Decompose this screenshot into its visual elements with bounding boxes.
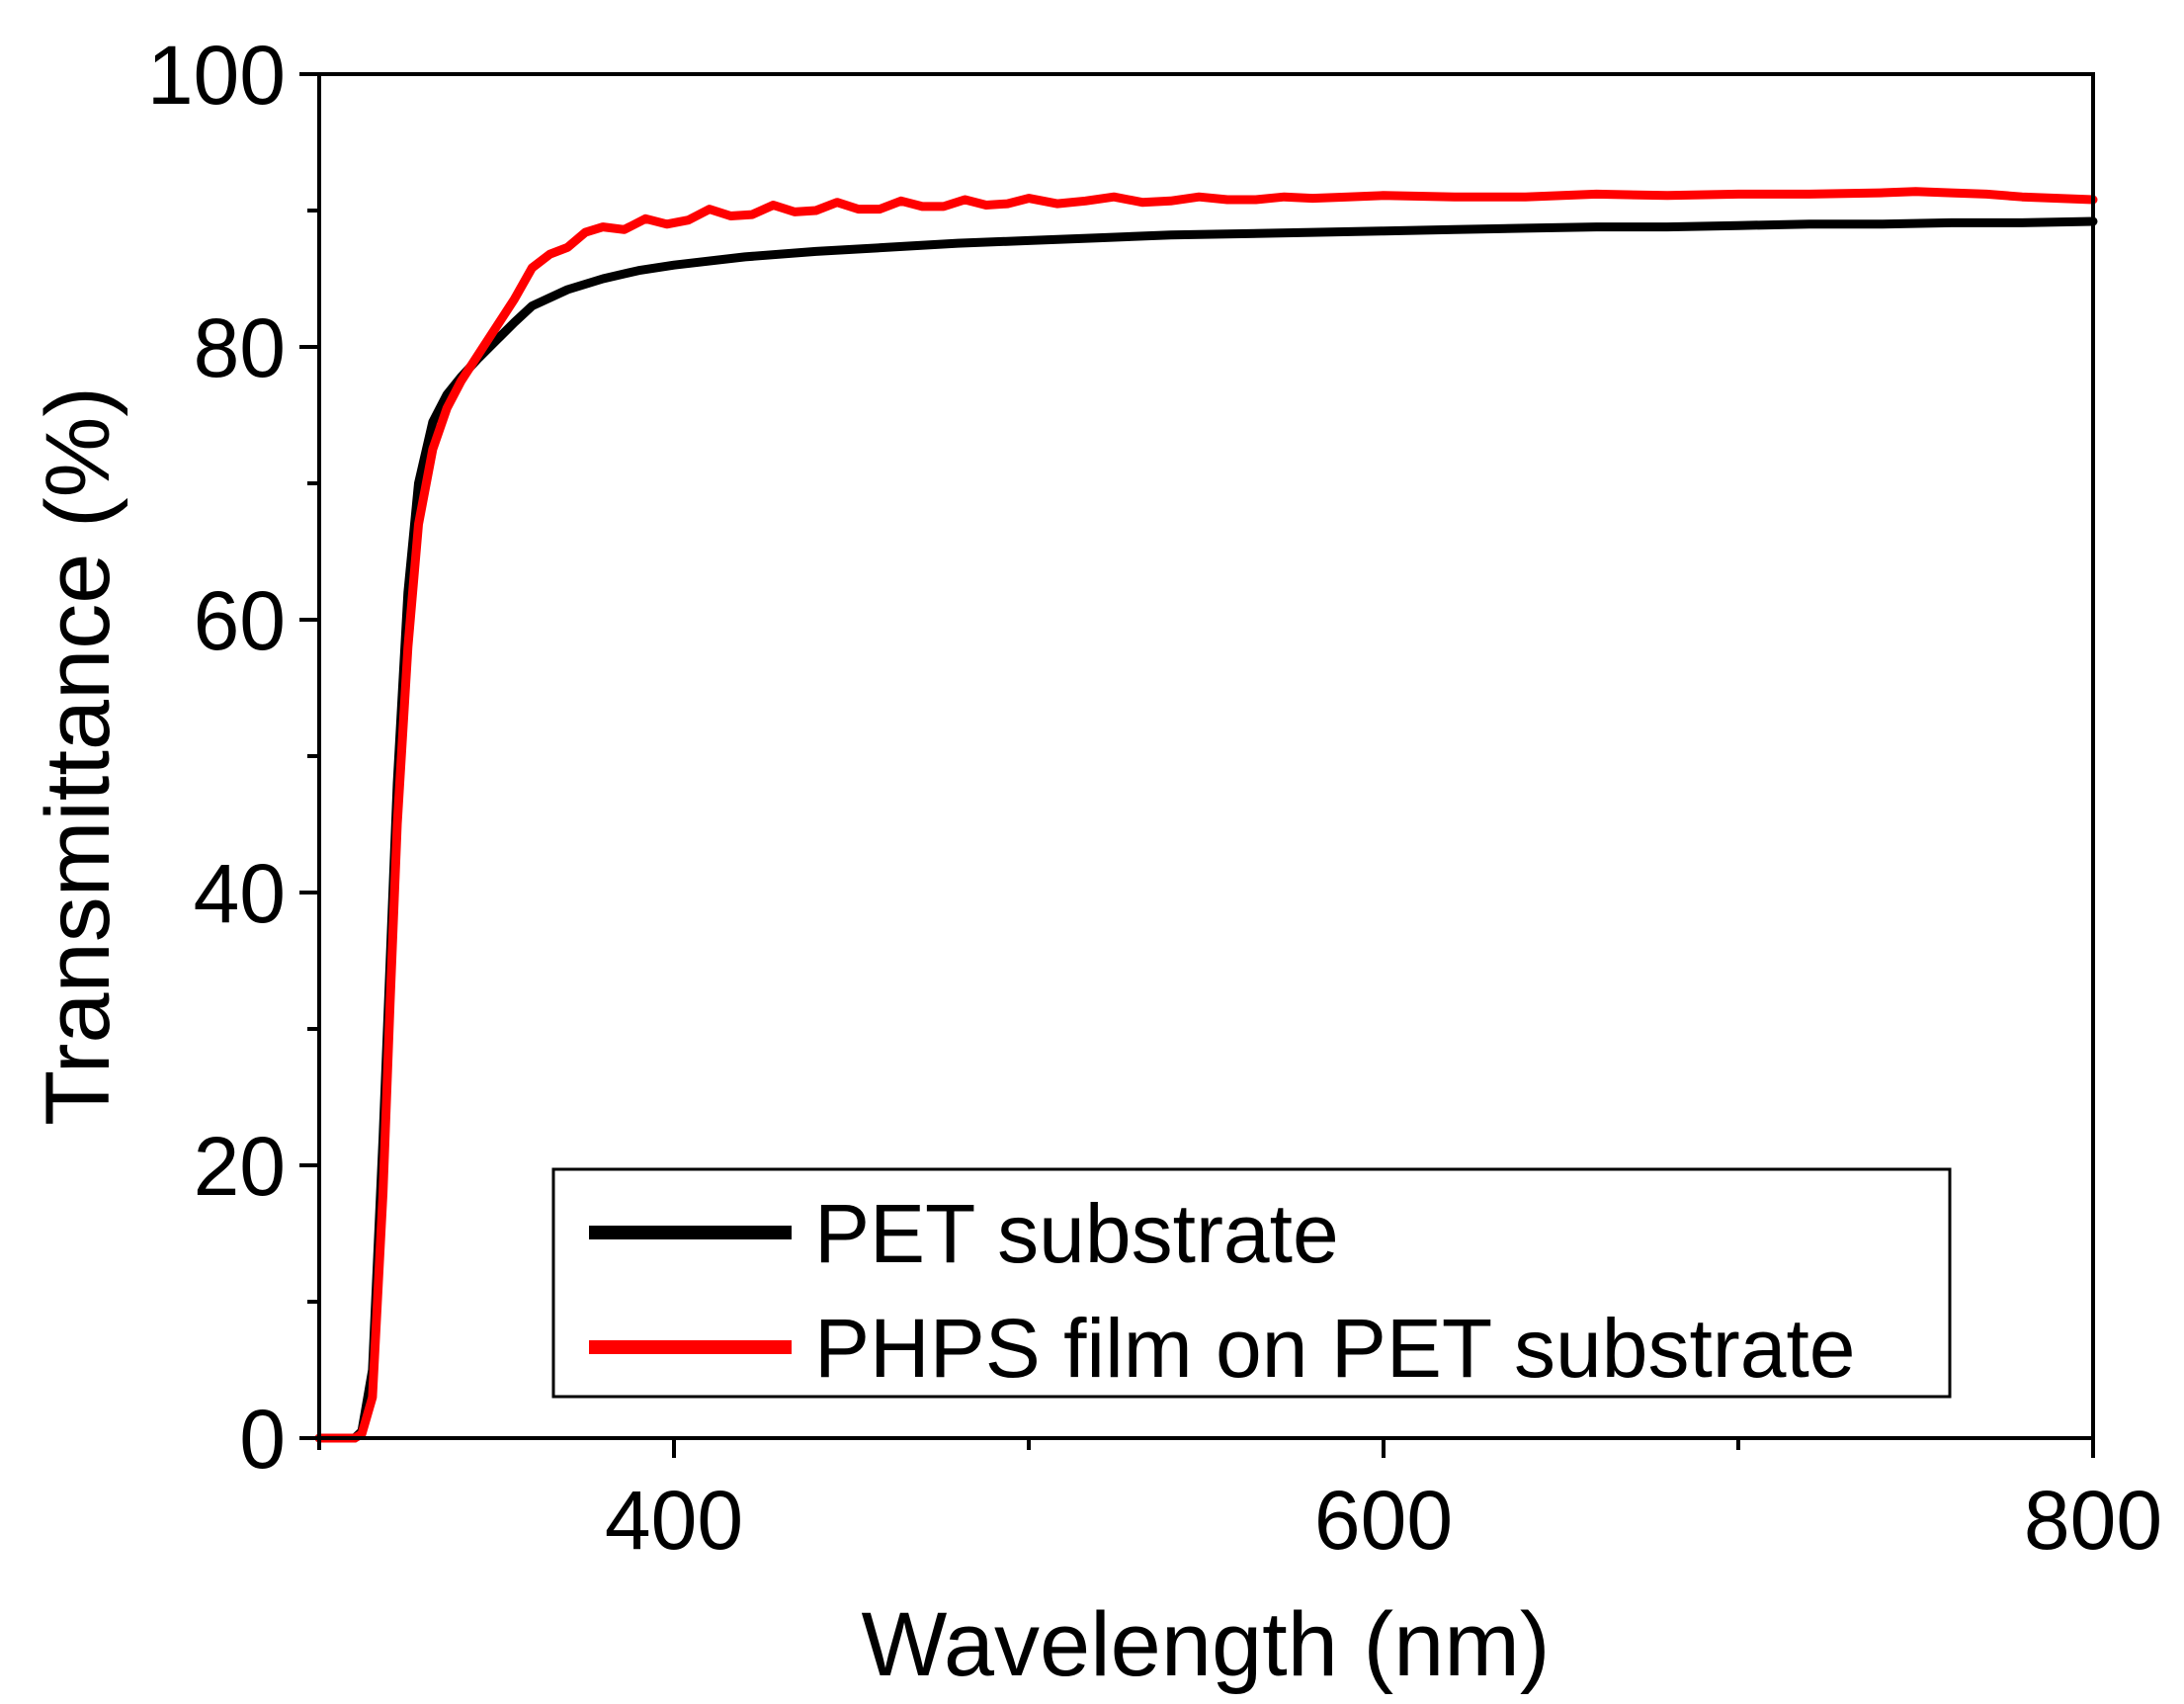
x-tick-label: 600 [1314, 1474, 1453, 1567]
legend: PET substrate PHPS film on PET substrate [551, 1167, 1952, 1399]
y-axis-title: Transmittance (%) [28, 386, 128, 1126]
y-tick-label: 0 [239, 1393, 286, 1486]
x-tick-label: 400 [605, 1474, 743, 1567]
legend-label-pet-substrate: PET substrate [814, 1187, 1339, 1280]
y-tick-label: 60 [194, 574, 286, 667]
y-tick-label: 80 [194, 301, 286, 394]
y-tick-label: 40 [194, 847, 286, 940]
plot-lines [314, 187, 2098, 1443]
axis-ticks: 400 600 800 0 20 40 60 80 100 [147, 29, 2162, 1567]
y-tick-label: 20 [194, 1120, 286, 1213]
series-line-phps-film-on-pet-substrate [314, 187, 2098, 1443]
x-tick-label: 800 [2024, 1474, 2162, 1567]
legend-label-phps-film: PHPS film on PET substrate [814, 1302, 1856, 1395]
y-tick-label: 100 [147, 29, 286, 122]
x-axis-title: Wavelength (nm) [861, 1594, 1550, 1695]
legend-box [551, 1167, 1952, 1399]
